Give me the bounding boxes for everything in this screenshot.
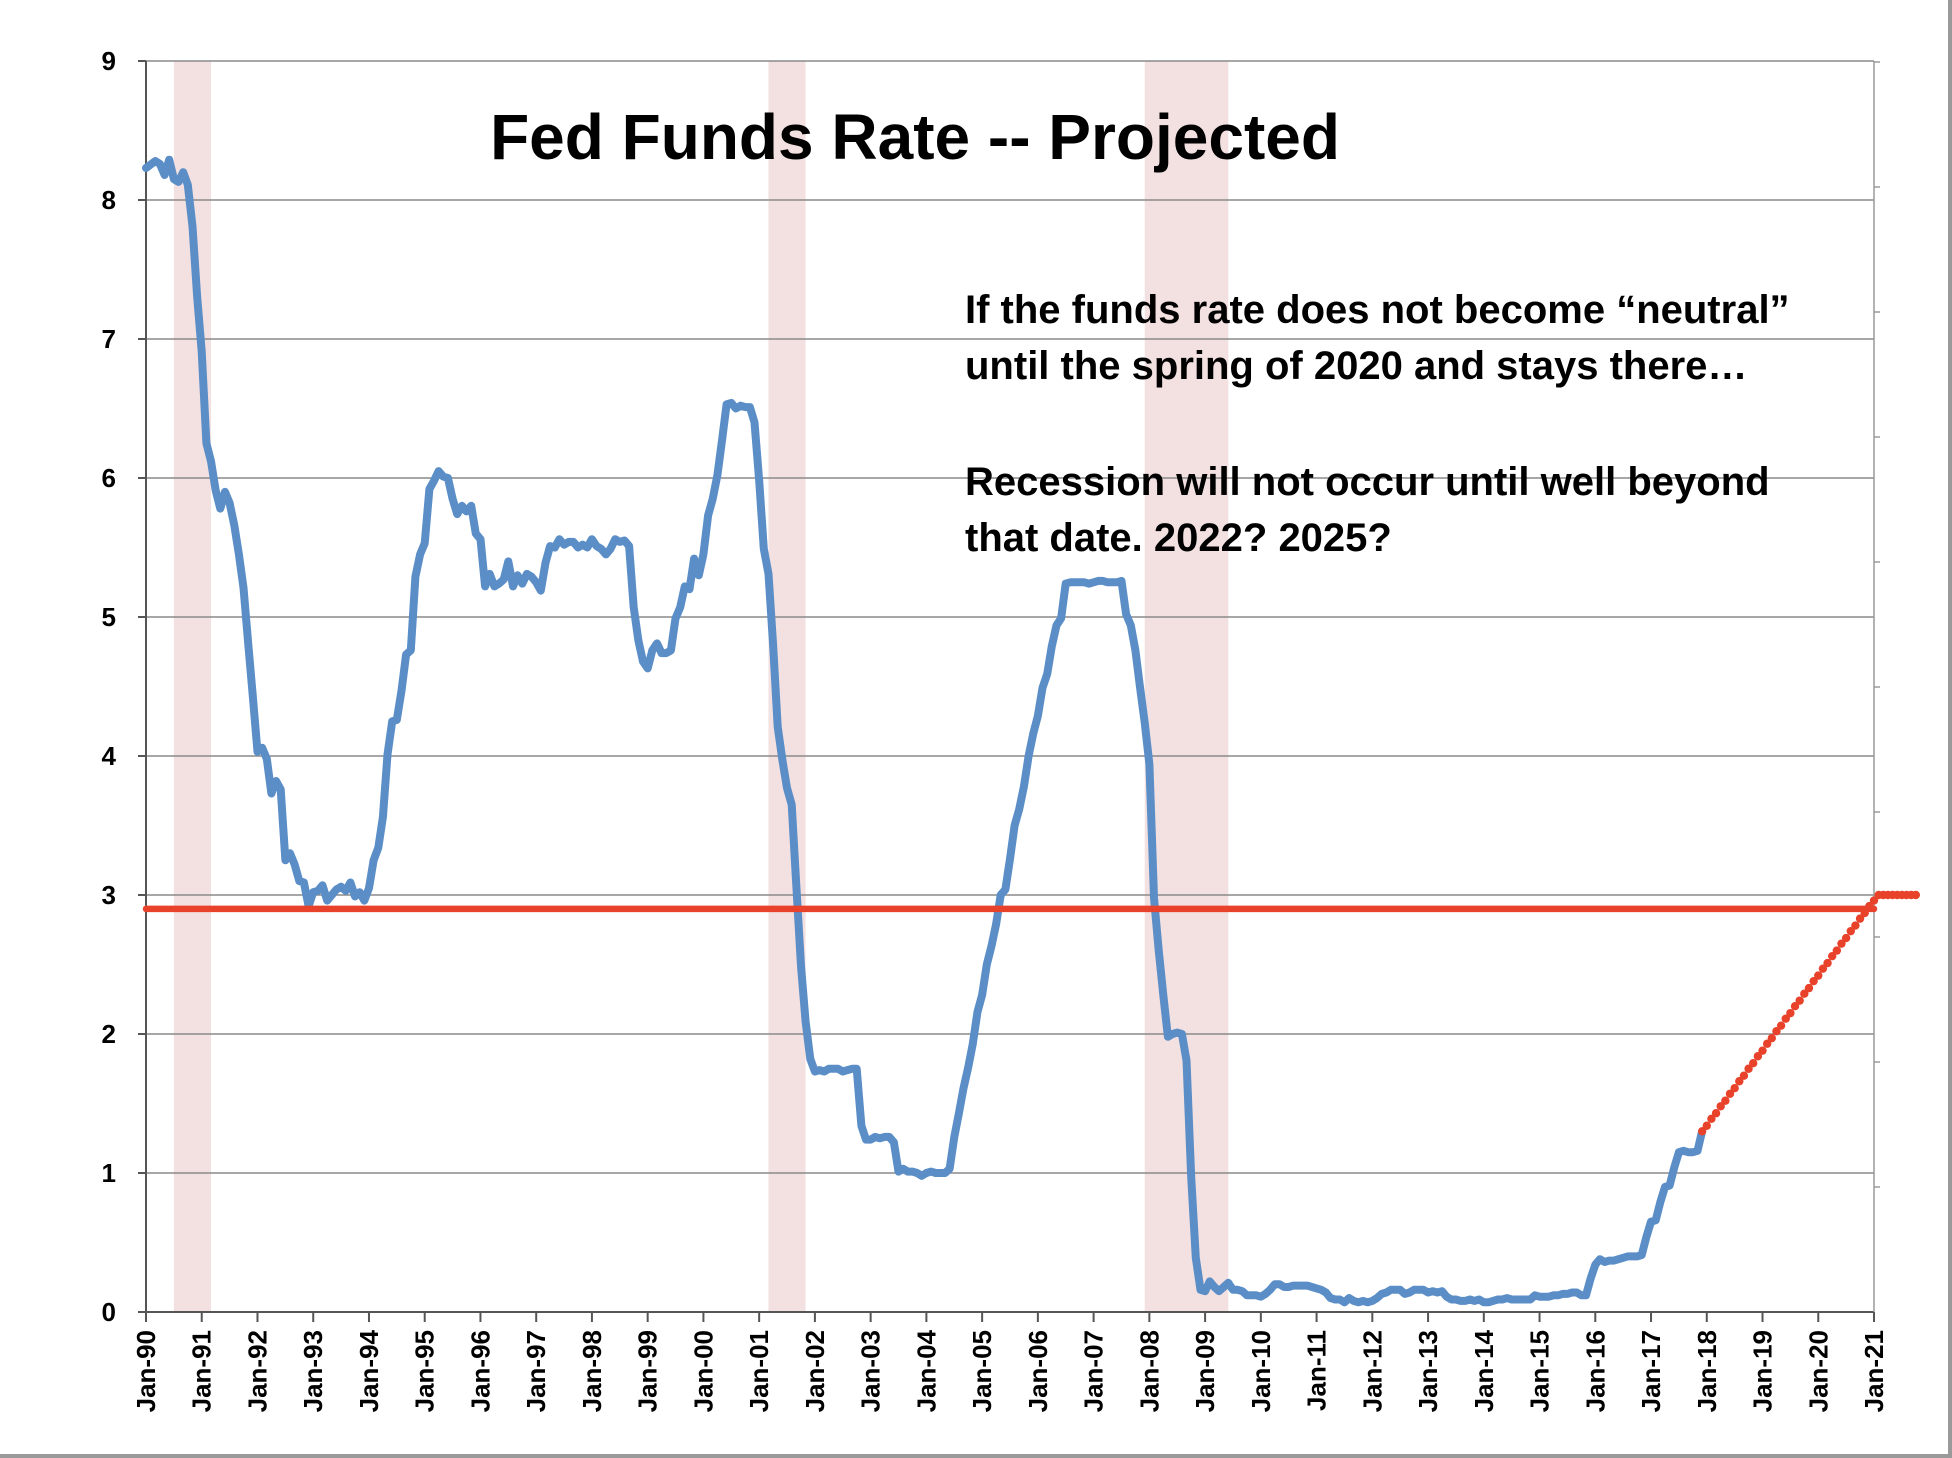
axes: 0 1 2 3 4 5 6 7 8 9 Jan-90 Jan-91 Jan-92 Jan-93 Jan-94… <box>102 46 1889 1412</box>
x-tick-label: Jan-94 <box>354 1329 384 1412</box>
projection-point <box>1790 1002 1800 1011</box>
projection-point <box>1721 1096 1730 1105</box>
projection-point <box>1804 983 1814 993</box>
y-tick-label: 9 <box>102 46 116 76</box>
annotation-line-2: until the spring of 2020 and stays there… <box>965 344 1748 388</box>
projection-point <box>1818 964 1828 973</box>
x-tick-label: Jan-04 <box>911 1329 941 1412</box>
projection-point <box>1800 989 1809 998</box>
projection-point <box>1707 1114 1716 1123</box>
projection-point <box>1837 939 1846 948</box>
projection-point <box>1772 1027 1781 1036</box>
x-tick-label: Jan-00 <box>688 1330 718 1412</box>
projection-point <box>1776 1021 1786 1030</box>
annotation-block-2: Recession will not occur until well beyo… <box>965 454 1865 566</box>
x-tick-label: Jan-92 <box>242 1330 272 1412</box>
projection-point <box>1809 976 1818 986</box>
x-tick-label: Jan-01 <box>744 1330 774 1412</box>
x-tick-label: Jan-05 <box>967 1330 997 1412</box>
projection-point <box>1767 1033 1777 1043</box>
x-tick-label: Jan-91 <box>187 1330 217 1412</box>
projection-point <box>1823 958 1832 968</box>
projection-point <box>1716 1102 1725 1111</box>
x-tick-label: Jan-12 <box>1357 1330 1387 1412</box>
x-tick-label: Jan-13 <box>1413 1330 1443 1412</box>
y-tick-label: 4 <box>102 741 117 771</box>
projection-point <box>1786 1008 1795 1018</box>
x-tick-label: Jan-06 <box>1023 1330 1053 1412</box>
x-tick-label: Jan-93 <box>298 1330 328 1412</box>
projection-point <box>1702 1121 1711 1130</box>
y-tick-label: 8 <box>102 185 116 215</box>
x-tick-label: Jan-07 <box>1079 1330 1109 1412</box>
x-tick-label: Jan-98 <box>577 1330 607 1412</box>
projection-point <box>1735 1077 1744 1086</box>
projection-point <box>1758 1046 1767 1055</box>
y-tick-label: 2 <box>102 1019 116 1049</box>
x-tick-label: Jan-18 <box>1692 1330 1722 1412</box>
projection-point <box>1744 1064 1753 1073</box>
fed-funds-line <box>142 155 1707 1307</box>
x-tick-label: Jan-09 <box>1190 1330 1220 1412</box>
x-tick-label: Jan-14 <box>1469 1329 1499 1412</box>
projection-point <box>1795 996 1804 1005</box>
projection-point <box>1846 926 1855 936</box>
gridlines <box>146 60 1874 1174</box>
x-tick-label: Jan-17 <box>1636 1330 1666 1412</box>
x-tick-label: Jan-90 <box>131 1330 161 1412</box>
projection-point <box>1841 933 1851 943</box>
projection-point <box>1697 1127 1707 1136</box>
projection-point <box>1814 971 1823 980</box>
x-tick-label: Jan-03 <box>856 1330 886 1412</box>
projection-point <box>1827 951 1837 961</box>
projection-point <box>1711 1109 1721 1118</box>
projection-point <box>1730 1084 1739 1093</box>
projection-point <box>1725 1089 1735 1098</box>
x-tick-label: Jan-08 <box>1134 1330 1164 1412</box>
projection-point <box>1855 914 1865 923</box>
projection-point <box>1911 890 1921 900</box>
x-tick-label: Jan-02 <box>800 1330 830 1412</box>
recession-bands <box>173 61 1229 1312</box>
x-tick-label: Jan-15 <box>1525 1330 1555 1412</box>
y-tick-label: 1 <box>102 1158 116 1188</box>
annotation-block-1: If the funds rate does not become “neutr… <box>965 282 1865 394</box>
projection-point <box>1781 1014 1790 1023</box>
y-tick-label: 7 <box>102 324 116 354</box>
x-tick-label: Jan-16 <box>1580 1330 1610 1412</box>
chart-title: Fed Funds Rate -- Projected <box>490 101 1340 173</box>
x-tick-label: Jan-10 <box>1246 1330 1276 1412</box>
projection-point <box>1749 1058 1758 1068</box>
y-tick-label: 5 <box>102 602 116 632</box>
annotation-line-1: If the funds rate does not become “neutr… <box>965 288 1790 332</box>
y-tick-label: 3 <box>102 880 116 910</box>
annotation-line-3: Recession will not occur until well beyo… <box>965 460 1770 504</box>
annotation-line-4: that date. 2022? 2025? <box>965 516 1392 560</box>
y-tick-label: 6 <box>102 463 116 493</box>
x-tick-label: Jan-97 <box>521 1330 551 1412</box>
x-tick-label: Jan-99 <box>633 1330 663 1412</box>
x-tick-label: Jan-19 <box>1748 1330 1778 1412</box>
projection-point <box>1832 946 1842 955</box>
x-tick-label: Jan-96 <box>465 1330 495 1412</box>
y-tick-label: 0 <box>102 1297 116 1327</box>
x-tick-label: Jan-20 <box>1803 1330 1833 1412</box>
projection-point <box>1851 921 1860 930</box>
projection-point <box>1762 1039 1772 1048</box>
series <box>142 155 1921 1307</box>
projection-point <box>1869 896 1879 905</box>
projection-point <box>1739 1071 1749 1080</box>
x-tick-label: Jan-21 <box>1859 1330 1889 1412</box>
projection-point <box>1753 1052 1763 1061</box>
x-tick-label: Jan-11 <box>1302 1330 1332 1411</box>
x-tick-label: Jan-95 <box>410 1330 440 1412</box>
